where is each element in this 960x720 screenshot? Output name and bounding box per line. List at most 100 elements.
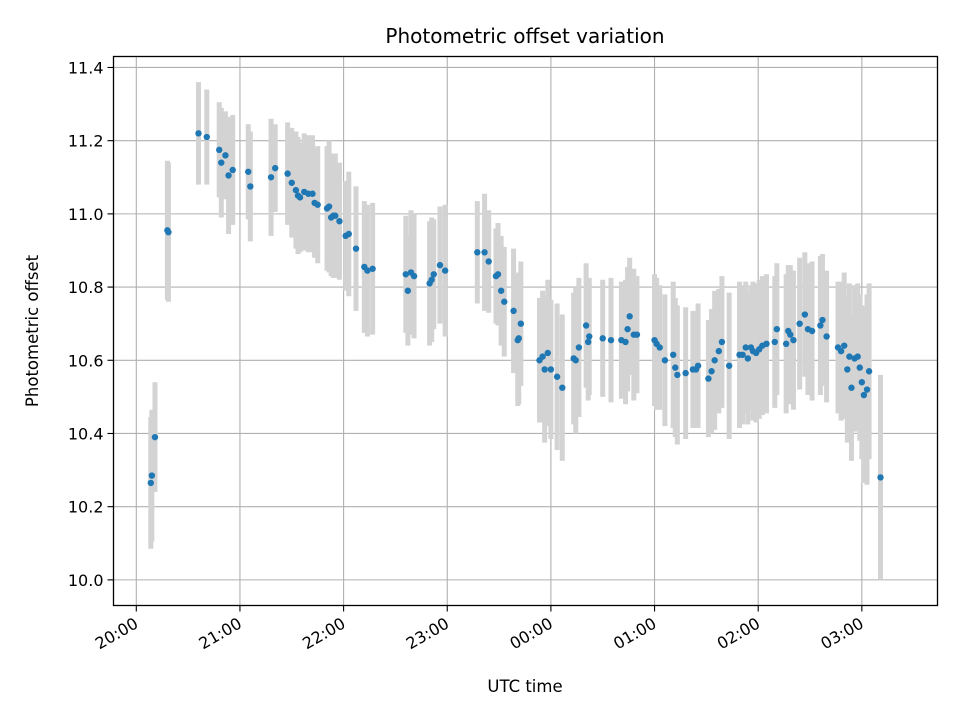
- data-point: [763, 340, 770, 348]
- data-point: [547, 366, 555, 373]
- data-point: [841, 342, 848, 349]
- data-point: [245, 168, 252, 175]
- data-point: [428, 276, 435, 283]
- data-point: [624, 325, 631, 333]
- data-point: [501, 298, 508, 305]
- data-point: [656, 344, 663, 351]
- data-point: [860, 391, 868, 399]
- data-point: [744, 355, 752, 362]
- data-point: [436, 261, 444, 269]
- data-point: [553, 373, 561, 380]
- data-point: [544, 349, 551, 357]
- data-point: [474, 249, 481, 256]
- data-point: [844, 366, 851, 373]
- data-point: [808, 327, 816, 335]
- data-point: [725, 362, 733, 369]
- data-point: [715, 347, 723, 355]
- data-point: [314, 201, 321, 208]
- data-point: [572, 357, 579, 364]
- data-point: [586, 333, 593, 340]
- data-point: [633, 331, 641, 338]
- data-point: [682, 369, 689, 377]
- data-point: [771, 338, 778, 346]
- data-point: [218, 159, 225, 166]
- data-point: [441, 267, 449, 274]
- data-point: [515, 335, 522, 342]
- data-point: [622, 338, 629, 346]
- data-point: [369, 265, 376, 272]
- data-point: [352, 245, 360, 252]
- data-point: [402, 271, 409, 278]
- data-point: [292, 186, 300, 194]
- data-point: [607, 336, 615, 344]
- y-axis-title: Photometric offset: [23, 254, 42, 407]
- data-point: [742, 344, 749, 351]
- data-point: [877, 474, 884, 481]
- data-point: [309, 190, 316, 197]
- data-point: [837, 347, 845, 355]
- data-point: [539, 353, 546, 360]
- y-tick-label: 10.0: [68, 571, 104, 590]
- data-point: [674, 371, 681, 379]
- data-point: [229, 166, 236, 174]
- plot-frame: [112, 55, 939, 607]
- data-point: [708, 368, 715, 375]
- data-point: [817, 322, 824, 329]
- data-point: [705, 375, 712, 382]
- data-point: [796, 320, 803, 327]
- data-point: [195, 130, 202, 137]
- data-point: [661, 357, 669, 364]
- data-point: [247, 183, 254, 190]
- data-point: [626, 313, 633, 320]
- data-point: [497, 287, 505, 294]
- data-point: [271, 164, 279, 172]
- data-point: [559, 384, 566, 391]
- data-point: [801, 311, 809, 318]
- data-point: [856, 364, 863, 371]
- data-point: [404, 287, 412, 294]
- data-point: [846, 353, 853, 360]
- data-point: [854, 353, 861, 360]
- data-point: [345, 230, 352, 238]
- data-point: [865, 368, 873, 375]
- data-point: [216, 146, 223, 154]
- y-tick-label: 10.2: [68, 498, 104, 517]
- data-point: [336, 218, 343, 225]
- data-point: [694, 362, 702, 369]
- y-tick-label: 11.2: [68, 132, 104, 151]
- data-point: [718, 338, 726, 346]
- y-tick-label: 10.4: [68, 424, 104, 443]
- y-tick-label: 10.6: [68, 351, 104, 370]
- y-tick-label: 11.0: [68, 205, 104, 224]
- data-point: [325, 203, 333, 210]
- data-markers: [147, 130, 884, 487]
- data-point: [711, 357, 718, 364]
- data-point: [485, 258, 492, 265]
- data-point: [585, 338, 592, 346]
- data-point: [222, 152, 229, 159]
- data-point: [481, 249, 488, 256]
- grid: [113, 56, 938, 606]
- data-point: [151, 433, 159, 441]
- y-tick-label: 10.8: [68, 278, 104, 297]
- data-point: [364, 267, 371, 274]
- data-point: [148, 472, 156, 479]
- data-point: [848, 384, 855, 391]
- data-point: [510, 307, 517, 315]
- data-point: [790, 336, 797, 344]
- data-point: [494, 271, 502, 278]
- x-axis-title: UTC time: [487, 677, 562, 696]
- data-point: [296, 194, 304, 201]
- data-point: [284, 170, 291, 177]
- data-point: [739, 351, 746, 358]
- data-point: [773, 325, 781, 333]
- data-point: [787, 331, 794, 338]
- data-point: [863, 386, 871, 393]
- data-point: [288, 179, 295, 186]
- data-point: [541, 366, 548, 373]
- data-point: [669, 351, 677, 358]
- data-point: [575, 344, 583, 351]
- data-point: [165, 228, 172, 236]
- data-point: [203, 133, 210, 141]
